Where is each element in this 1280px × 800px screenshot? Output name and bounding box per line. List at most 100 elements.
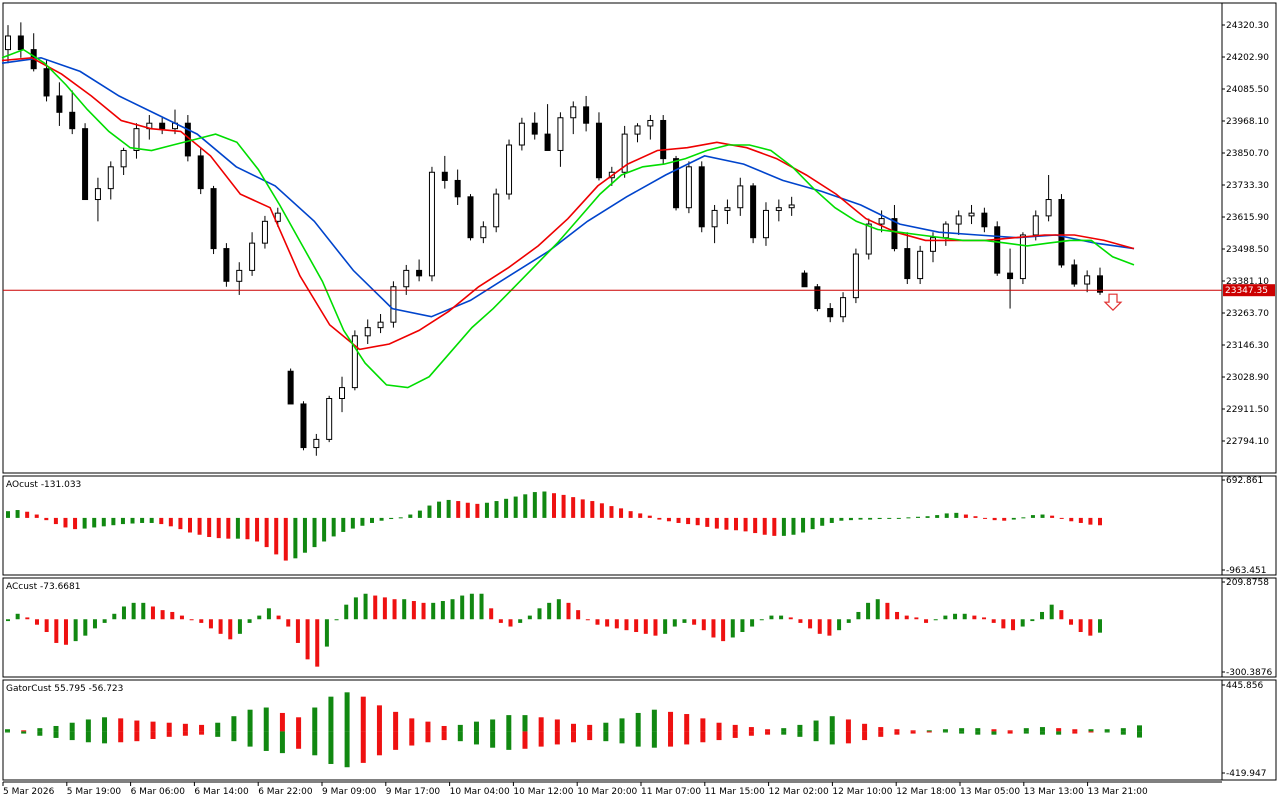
ao-pane[interactable]: 692.861 -963.451 [2,475,1277,576]
main-ytick-label: 22794.10 [1226,437,1269,447]
gator-lower-bar-down [538,731,544,747]
ao-bar-down [1050,515,1055,518]
main-ytick-label: 22911.50 [1226,405,1269,415]
gator-ytick-label: 445.856 [1226,681,1263,691]
gator-lower-bar-down [668,731,674,747]
candle-bull [274,212,281,222]
gator-upper-bar-down [765,729,771,732]
candle-bear [994,226,1001,274]
ac-bar-down [895,611,900,620]
gator-upper-bar-up [231,716,237,732]
gator-lower-bar-down [393,731,399,750]
ac-bar-down [276,615,281,620]
ac-bar-down [788,617,793,620]
gator-lower-bar-up [781,731,787,735]
ao-bar-up [398,517,403,519]
ac-bar-down [885,602,890,620]
ac-bar-up [334,619,339,621]
gator-upper-bar-up [215,722,221,732]
ao-bar-up [542,491,547,518]
ao-bar-up [293,517,298,559]
ac-ytick-label: -300.3876 [1226,668,1272,678]
gator-upper-bar-up [975,728,981,732]
time-tick-label: 13 Mar 13:00 [1024,787,1084,797]
ao-bar-up [389,517,394,520]
gator-upper-bar-up [1023,728,1029,732]
ao-bar-down [465,502,470,518]
candle-bear [595,122,602,179]
ao-bar-down [676,517,681,523]
gator-lower-bar-down [118,731,124,743]
ac-bar-up [518,619,523,623]
ac-bar-down [286,619,291,627]
ac-bar-down [199,619,204,623]
ac-bar-down [295,619,300,643]
ao-bar-down [168,517,173,527]
time-tick-label: 10 Mar 04:00 [450,787,510,797]
ac-bar-down [1088,619,1093,636]
gator-pane[interactable]: 445.856 -419.947 [2,679,1277,781]
ac-bar-down [585,619,590,621]
gator-upper-bar-up [926,730,932,732]
ac-bar-up [537,608,542,620]
gator-lower-bar-up [21,731,27,734]
ao-bar-up [6,511,10,518]
ac-bar-down [1001,619,1006,629]
gator-lower-bar-up [797,731,803,737]
candle-bull [364,327,371,337]
gator-lower-bar-up [312,731,318,756]
time-tick-label: 11 Mar 15:00 [705,787,765,797]
candle-bull [94,188,101,201]
ac-ytick-label: 209.8758 [1226,578,1269,588]
candle-bull [1084,275,1091,285]
ao-bar-up [868,517,873,520]
ac-bar-up [1040,611,1045,620]
ao-bar-up [1030,515,1035,518]
gator-upper-bar-up [619,718,625,732]
ao-bar-down [580,499,585,518]
candles-group [5,22,1103,456]
candle-bull [351,335,358,389]
gator-lower-bar-up [102,731,108,744]
ao-bar-down [734,517,738,531]
ac-bar-up [131,602,136,620]
candle-bear [287,370,294,405]
ac-bar-up [1098,619,1102,633]
candle-bull [737,185,744,209]
gator-lower-bar-down [765,731,771,735]
ac-pane[interactable]: 209.8758 -300.3876 [2,577,1277,678]
ao-bar-down [1002,517,1007,521]
ac-bar-up [6,619,10,622]
main-price-pane[interactable]: 24320.30 24202.90 24085.50 23968.10 23850.70… [1,2,1277,474]
candle-bull [685,166,692,209]
candle-bear [673,158,680,209]
ac-bar-up [363,593,368,620]
candle-bull [711,209,718,228]
ao-ytick-label: 692.861 [1226,476,1263,486]
ao-bar-down [475,503,480,518]
gator-upper-bar-down [748,727,754,732]
ao-bar-up [906,517,911,519]
ao-bar-up [360,517,365,526]
gator-lower-bar-down [716,731,722,741]
candle-bull [261,220,268,244]
current-price-tag [1223,284,1275,297]
gator-upper-bar-down [716,722,722,732]
candle-bull [865,223,872,255]
candle-bull [390,286,397,323]
gator-upper-bar-down [279,712,285,732]
gator-upper-bar-down [894,729,900,732]
gator-upper-bar-down [700,718,706,732]
main-ytick-label: 24202.90 [1226,53,1269,63]
ao-bar-up [437,501,442,518]
ao-bar-down [216,517,221,539]
ao-bar-up [149,517,154,523]
ac-bar-up [102,619,107,623]
ao-bar-up [781,517,786,536]
gator-upper-bar-down [441,725,447,732]
ao-bar-up [484,502,489,518]
gator-lower-bar-up [651,731,657,748]
ac-bar-down [218,619,223,634]
gator-lower-bar-up [1104,731,1110,733]
